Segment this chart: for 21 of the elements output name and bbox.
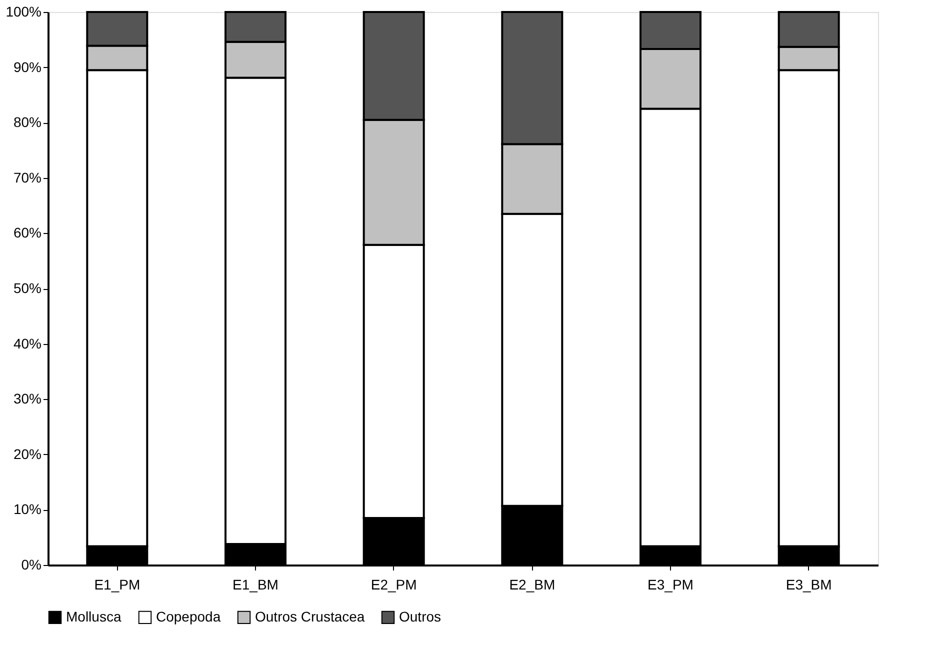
y-tick-label: 20% — [13, 446, 42, 462]
y-tick-label: 60% — [13, 224, 42, 241]
x-tick-label: E1_BM — [232, 576, 278, 592]
x-tick-label: E2_BM — [509, 576, 556, 592]
y-tick-label: 10% — [13, 501, 42, 518]
legend-label: Mollusca — [66, 608, 122, 624]
legend-label: Outros Crustacea — [255, 608, 365, 624]
x-tick-label: E2_PM — [370, 576, 417, 592]
y-tick-label: 0% — [21, 556, 42, 572]
x-tick-label: E1_PM — [94, 576, 140, 592]
x-tick-label: E3_PM — [648, 576, 694, 592]
legend-label: Copepoda — [156, 608, 221, 624]
legend-label: Outros — [399, 608, 442, 624]
y-tick-label: 50% — [13, 280, 42, 296]
y-tick-label: 100% — [6, 4, 42, 20]
y-tick-label: 70% — [13, 169, 42, 186]
y-tick-label: 80% — [13, 114, 42, 130]
x-tick-label: E3_BM — [786, 576, 832, 592]
y-tick-label: 90% — [13, 58, 42, 75]
y-tick-label: 30% — [13, 390, 42, 407]
y-tick-label: 40% — [13, 335, 42, 352]
